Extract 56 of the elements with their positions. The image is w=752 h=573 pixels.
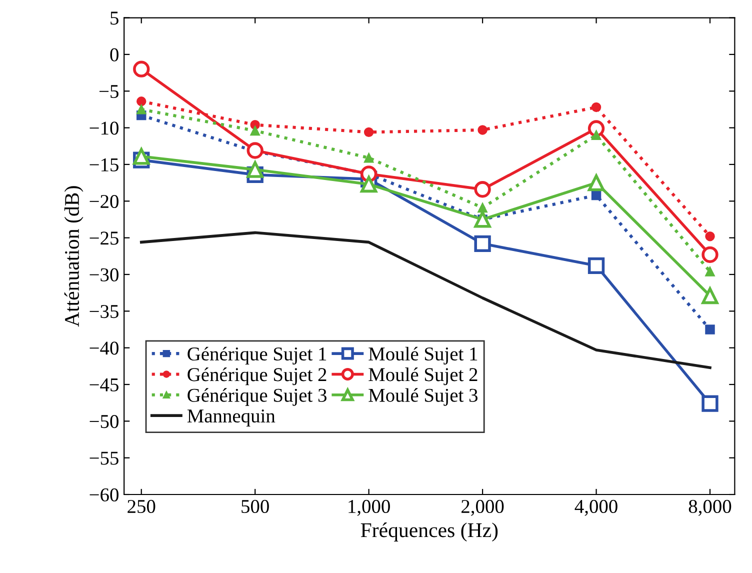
point <box>591 102 602 112</box>
point <box>591 190 602 200</box>
y-tick-label: −5 <box>100 85 118 98</box>
point <box>246 142 264 159</box>
y-tick-label: −50 <box>90 414 118 428</box>
legend-label: Générique Sujet 2 <box>188 368 326 386</box>
x-tick-label: 250 <box>128 500 156 514</box>
point <box>702 246 718 263</box>
y-axis-title: Atténuation (dB) <box>64 186 84 327</box>
x-tick-label: 2,000 <box>462 500 504 516</box>
point <box>133 148 150 165</box>
y-tick-label: −15 <box>90 158 118 172</box>
point <box>705 231 715 242</box>
point <box>702 287 718 304</box>
point <box>588 174 605 192</box>
point <box>250 126 260 136</box>
legend-label: Moulé Sujet 3 <box>368 388 478 406</box>
point <box>136 96 146 106</box>
point <box>474 181 491 198</box>
point <box>364 152 374 163</box>
legend-label: Générique Sujet 1 <box>188 346 326 364</box>
y-tick-label: −10 <box>90 122 118 135</box>
legend-label: Générique Sujet 3 <box>188 388 326 406</box>
y-tick-label: −35 <box>90 305 118 318</box>
legend-label: Moulé Sujet 1 <box>368 346 478 364</box>
y-tick-label: −45 <box>90 378 118 392</box>
point <box>136 104 146 114</box>
point <box>133 60 150 78</box>
point <box>246 161 264 178</box>
point <box>702 395 718 412</box>
y-tick-label: −55 <box>90 452 118 465</box>
y-tick-label: −25 <box>90 232 118 245</box>
x-tick-label: 1,000 <box>348 500 390 516</box>
point <box>474 235 491 252</box>
legend-label: Moulé Sujet 2 <box>368 368 478 386</box>
y-tick-label: −30 <box>90 268 118 282</box>
x-tick-label: 4,000 <box>574 500 618 516</box>
point <box>705 266 715 276</box>
y-tick-label: −60 <box>90 488 118 502</box>
line-series <box>140 231 712 370</box>
y-tick-label: 5 <box>110 12 118 25</box>
point <box>591 130 602 140</box>
y-tick-label: −40 <box>90 342 118 355</box>
point <box>588 257 605 274</box>
point <box>705 324 715 334</box>
point <box>364 127 374 138</box>
y-tick-label: −20 <box>90 194 118 208</box>
legend-label: Mannequin <box>187 409 276 426</box>
point <box>478 125 488 135</box>
point <box>478 202 488 213</box>
x-tick-label: 500 <box>242 500 269 514</box>
y-tick-label: 0 <box>110 48 118 62</box>
point <box>360 176 378 193</box>
point <box>474 211 491 228</box>
x-axis-title: Fréquences (Hz) <box>360 522 498 542</box>
x-tick-label: 8,000 <box>688 500 732 516</box>
